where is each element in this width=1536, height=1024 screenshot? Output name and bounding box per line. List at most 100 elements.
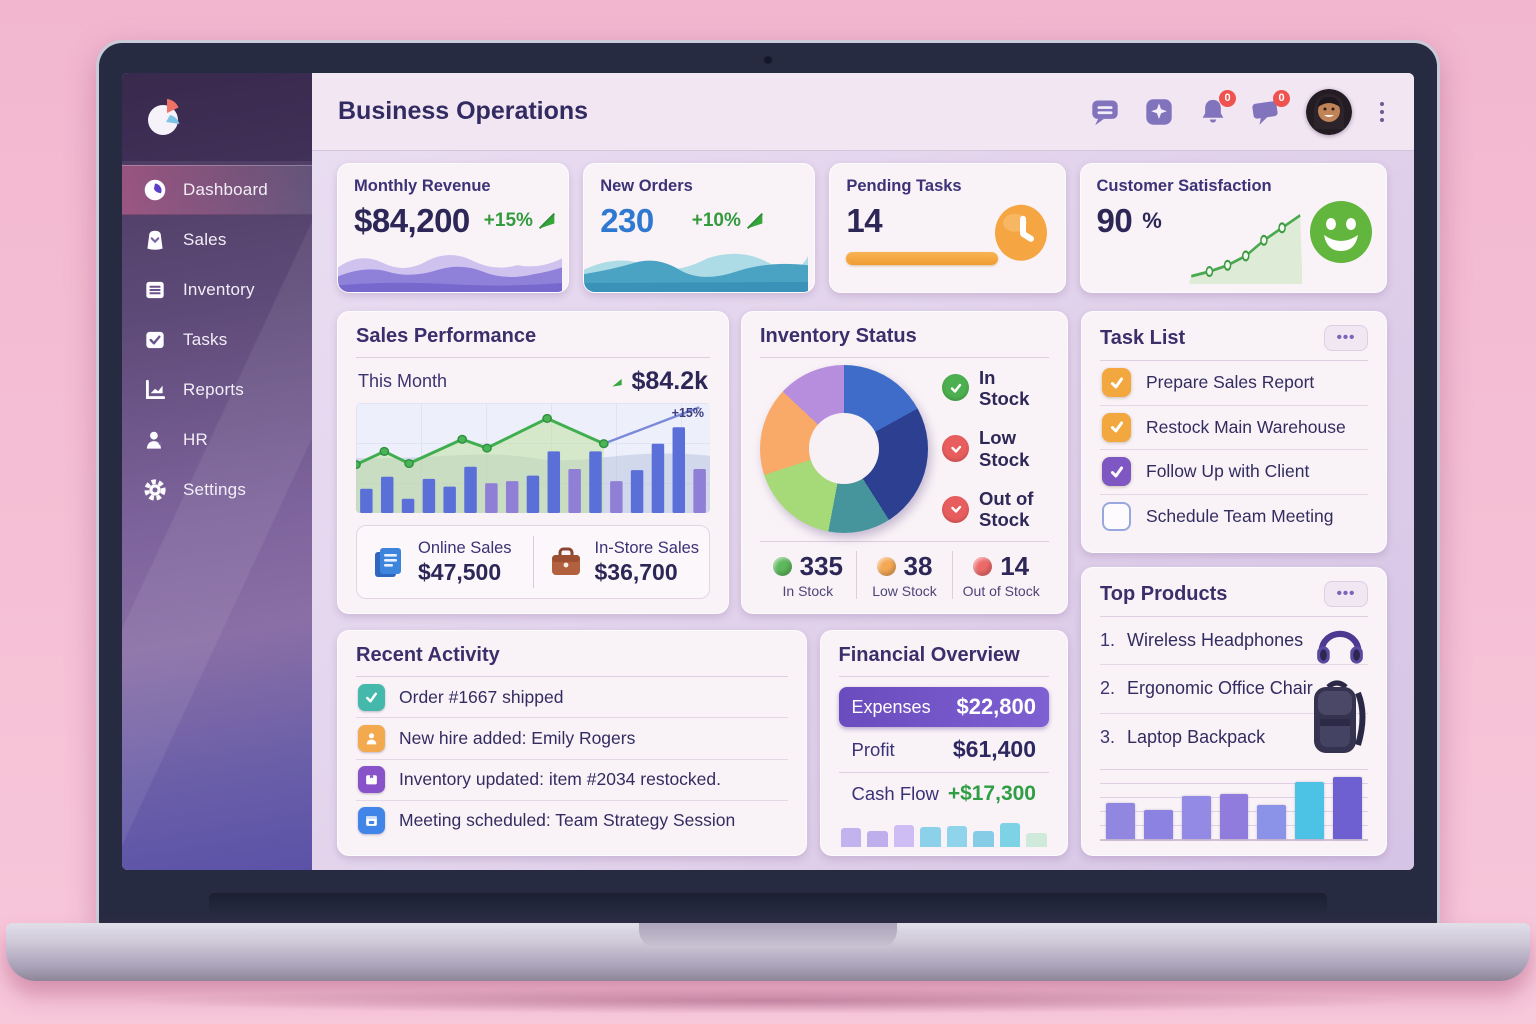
briefcase-icon xyxy=(551,547,580,575)
check-icon xyxy=(358,683,385,711)
up-flag-icon xyxy=(611,378,622,387)
red-dot-icon xyxy=(973,557,993,576)
dashboard-content: Monthly Revenue $84,200 +15% xyxy=(312,151,1414,870)
activity-row: New hire added: Emily Rogers xyxy=(356,718,788,760)
product-row: 1. Wireless Headphones xyxy=(1100,617,1368,666)
row-value: $22,800 xyxy=(956,694,1036,719)
panel-title: Financial Overview xyxy=(838,644,1020,666)
task-label: Restock Main Warehouse xyxy=(1146,416,1346,437)
online-sales-stat: Online Sales $47,500 xyxy=(357,539,533,586)
task-label: Schedule Team Meeting xyxy=(1146,505,1334,526)
kpi-label: New Orders xyxy=(600,177,693,195)
period-value: $84.2k xyxy=(631,367,708,395)
panel-title: Recent Activity xyxy=(356,644,500,666)
sidebar-item-label: HR xyxy=(183,430,208,449)
bar xyxy=(867,831,888,847)
task-checkbox[interactable] xyxy=(1102,412,1131,442)
low-stock-stat: 38 Low Stock xyxy=(855,551,953,599)
legend-item: Out of Stock xyxy=(942,488,1049,531)
more-options-button[interactable]: ••• xyxy=(1324,325,1368,351)
stat-label: In Stock xyxy=(782,583,834,599)
legend-label: Low Stock xyxy=(979,427,1030,470)
task-row: Prepare Sales Report xyxy=(1100,361,1368,406)
left-region: Sales Performance This Month $84.2k xyxy=(337,311,1068,856)
bar xyxy=(1026,832,1048,847)
laptop-screen: Dashboard Sales Inventory xyxy=(96,40,1440,925)
lower-grid: Sales Performance This Month $84.2k xyxy=(337,311,1387,856)
legend-label: Out of Stock xyxy=(979,487,1034,531)
sidebar-item-inventory[interactable]: Inventory xyxy=(122,265,312,315)
chat-icon[interactable] xyxy=(1090,97,1120,127)
kpi-value: 230 xyxy=(600,202,654,239)
user-avatar[interactable] xyxy=(1306,88,1352,135)
bell-icon[interactable]: 0 xyxy=(1198,89,1236,127)
kpi-value: 90 xyxy=(1096,202,1133,239)
clock-icon xyxy=(994,204,1047,261)
up-flag-icon xyxy=(538,212,555,230)
task-list-panel: Task List ••• Prepare Sales Report xyxy=(1081,311,1387,553)
bar xyxy=(1257,805,1287,839)
bar xyxy=(1143,809,1173,839)
task-checkbox[interactable] xyxy=(1102,457,1131,487)
task-checkbox[interactable] xyxy=(1102,501,1131,531)
stat-value: $36,700 xyxy=(594,558,678,585)
sidebar-item-label: Inventory xyxy=(183,280,255,299)
activity-text: Meeting scheduled: Team Strategy Session xyxy=(399,810,736,831)
sidebar-item-hr[interactable]: HR xyxy=(122,415,312,465)
top-bar: Business Operations 0 xyxy=(312,73,1414,151)
bar xyxy=(1181,795,1211,839)
green-dot-icon xyxy=(772,557,792,576)
box-icon xyxy=(358,766,385,794)
sidebar-item-tasks[interactable]: Tasks xyxy=(122,315,312,365)
cash-flow-row: Cash Flow +$17,300 xyxy=(839,773,1049,813)
row-label: Profit xyxy=(851,738,895,760)
sales-performance-panel: Sales Performance This Month $84.2k xyxy=(337,311,729,614)
stat-value: 38 xyxy=(903,551,933,581)
kebab-menu[interactable] xyxy=(1376,98,1388,126)
panel-title: Inventory Status xyxy=(760,325,917,347)
task-row: Schedule Team Meeting xyxy=(1100,495,1368,539)
announcement-icon[interactable]: 0 xyxy=(1252,89,1290,127)
orders-wave-decoration xyxy=(584,253,809,292)
trend-label: +15% xyxy=(671,406,704,420)
laptop-base-notch xyxy=(639,923,897,948)
profit-row: Profit $61,400 xyxy=(839,727,1049,770)
more-options-button[interactable]: ••• xyxy=(1324,581,1368,607)
inventory-body: In Stock Low Stock xyxy=(760,358,1049,541)
product-name: Ergonomic Office Chair xyxy=(1127,678,1313,699)
task-checkbox[interactable] xyxy=(1102,368,1131,398)
legend-item: In Stock xyxy=(942,367,1049,410)
sales-chart: +15% xyxy=(356,403,710,513)
stat-label: In-Store Sales xyxy=(594,538,700,557)
page-title: Business Operations xyxy=(338,97,589,125)
pie-chart-logo xyxy=(148,99,180,135)
sidebar-item-reports[interactable]: Reports xyxy=(122,365,312,415)
out-of-stock-stat: 14 Out of Stock xyxy=(952,551,1049,599)
sidebar-item-sales[interactable]: Sales xyxy=(122,215,312,265)
bar xyxy=(1106,802,1135,839)
apps-icon[interactable] xyxy=(1144,97,1174,127)
sidebar-item-label: Settings xyxy=(183,480,247,499)
stat-label: Low Stock xyxy=(872,583,937,599)
sales-bag-icon xyxy=(142,227,168,253)
product-rank: 3. xyxy=(1100,726,1116,747)
sidebar-item-dashboard[interactable]: Dashboard xyxy=(122,165,312,215)
check-circle-icon xyxy=(942,435,969,462)
row-value: +$17,300 xyxy=(947,782,1036,805)
kpi-label: Monthly Revenue xyxy=(354,177,491,195)
right-column: Task List ••• Prepare Sales Report xyxy=(1081,311,1387,856)
expenses-row: Expenses $22,800 xyxy=(838,687,1049,727)
webcam-dot xyxy=(763,55,773,65)
task-row: Restock Main Warehouse xyxy=(1100,406,1368,450)
sidebar-item-settings[interactable]: Settings xyxy=(122,465,312,515)
inventory-status-panel: Inventory Status xyxy=(741,311,1068,614)
product-name: Wireless Headphones xyxy=(1127,630,1304,651)
in-store-sales-stat: In-Store Sales $36,700 xyxy=(534,539,710,586)
bar xyxy=(999,823,1021,847)
kpi-label: Pending Tasks xyxy=(846,177,962,195)
legend-label: In Stock xyxy=(979,366,1030,409)
dashboard-pie-icon xyxy=(142,177,168,203)
sidebar-item-label: Reports xyxy=(183,380,244,399)
stat-value: 335 xyxy=(799,551,844,581)
